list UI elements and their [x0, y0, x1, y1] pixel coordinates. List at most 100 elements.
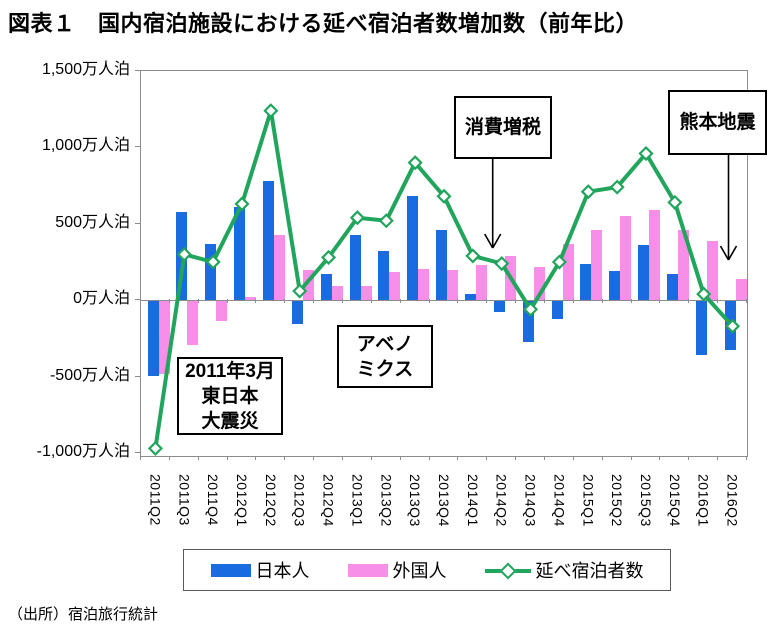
bar-foreigner-2013Q3: [418, 268, 430, 301]
x-axis-label: 2012Q2: [262, 474, 279, 527]
bar-japanese-2016Q1: [695, 301, 707, 355]
x-axis-label: 2012Q3: [291, 474, 308, 527]
x-axis-tick: [457, 456, 459, 460]
total-line-marker-2013Q2: [378, 213, 394, 229]
y-axis-tick: [135, 452, 140, 453]
annotation-line: 熊本地震: [679, 112, 756, 133]
x-axis-label: 2012Q4: [320, 474, 337, 527]
bar-foreigner-2015Q2: [620, 216, 632, 301]
bar-foreigner-2014Q1: [475, 265, 487, 301]
x-axis-tick: [370, 299, 372, 304]
x-axis-label: 2014Q1: [464, 474, 481, 527]
x-axis-label: 2011Q4: [205, 474, 222, 526]
annotation-line: アベノ: [356, 333, 414, 355]
zero-axis-line: [141, 300, 747, 301]
foreigner-swatch-icon: [347, 563, 388, 577]
annotation-line: 東日本: [201, 385, 259, 407]
x-axis-label: 2014Q3: [522, 474, 539, 527]
x-axis-tick: [746, 456, 747, 460]
x-axis-label: 2013Q4: [436, 474, 452, 527]
x-axis-label: 2015Q4: [666, 474, 683, 527]
x-axis-tick: [717, 299, 719, 304]
chart-title: 図表１ 国内宿泊施設における延べ宿泊者数増加数（前年比）: [8, 11, 639, 36]
x-axis-tick: [284, 456, 286, 460]
y-axis-tick: [135, 70, 140, 71]
x-axis-tick: [688, 299, 690, 304]
annotation-earthquake-2011: 2011年3月 東日本 大震災: [177, 357, 283, 435]
x-axis-tick: [284, 299, 286, 304]
annotation-kumamoto-earthquake: 熊本地震: [668, 90, 767, 155]
y-axis-label: 1,500万人泊: [41, 61, 130, 78]
total-line-marker-2013Q3: [407, 155, 423, 171]
bar-foreigner-2012Q4: [331, 286, 343, 301]
x-axis-tick: [342, 456, 343, 460]
total-line-marker-2011Q2: [147, 440, 163, 456]
x-axis-label: 2013Q3: [407, 474, 424, 527]
bar-japanese-2015Q1: [580, 263, 592, 301]
bar-japanese-2012Q2: [262, 181, 274, 301]
total-line-marker-2011Q4: [205, 254, 221, 270]
x-axis-tick: [601, 299, 603, 304]
x-axis-label: 2012Q1: [234, 474, 250, 527]
y-axis-label: 500万人泊: [55, 213, 130, 231]
total-line-marker-2014Q1: [465, 248, 481, 264]
legend-label-foreigner: 外国人: [392, 561, 447, 581]
y-axis-tick: [135, 375, 140, 377]
bar-japanese-2012Q3: [291, 301, 303, 325]
bar-foreigner-2012Q1: [245, 297, 257, 301]
x-axis-tick: [255, 456, 257, 460]
x-axis-label: 2011Q2: [147, 474, 164, 526]
bar-foreigner-2016Q1: [706, 240, 718, 301]
x-axis-tick: [486, 299, 488, 304]
bar-japanese-2014Q2: [493, 301, 505, 312]
legend-label-total: 延べ宿泊者数: [535, 561, 644, 581]
x-axis-tick: [746, 299, 747, 304]
x-axis-tick: [226, 456, 228, 460]
y-axis-tick: [135, 146, 140, 148]
x-axis-tick: [399, 299, 401, 304]
y-axis-label: 1,000万人泊: [41, 137, 130, 155]
bar-foreigner-2015Q3: [649, 210, 661, 301]
y-axis-tick: [135, 299, 140, 301]
x-axis-tick: [168, 299, 170, 304]
x-axis-tick: [197, 456, 199, 460]
x-axis-tick: [428, 299, 430, 304]
x-axis-label: 2016Q1: [695, 474, 712, 527]
total-line-marker-2014Q2: [494, 255, 510, 272]
x-axis-label: 2013Q2: [378, 474, 395, 527]
x-axis-tick: [659, 299, 661, 304]
total-line-sample-icon: [484, 562, 531, 579]
bar-japanese-2015Q4: [666, 274, 678, 301]
total-line-marker-2015Q3: [638, 145, 654, 162]
x-axis-label: 2011Q3: [176, 474, 193, 526]
y-axis-label: -500万人泊: [49, 366, 130, 384]
bar-japanese-2015Q3: [638, 245, 650, 301]
x-axis-tick: [688, 456, 690, 460]
total-line-marker-2012Q4: [321, 249, 337, 265]
x-axis-label: 2014Q4: [551, 474, 568, 527]
annotation-line: 大震災: [201, 410, 259, 432]
source-note: （出所）宿泊旅行統計: [8, 606, 159, 623]
x-axis-tick: [515, 456, 517, 460]
bar-japanese-2012Q1: [234, 207, 246, 301]
bar-japanese-2013Q2: [378, 251, 390, 301]
x-axis-tick: [140, 299, 141, 304]
x-axis-tick: [342, 299, 343, 304]
legend-label-japanese: 日本人: [255, 561, 310, 581]
x-axis-tick: [313, 299, 315, 304]
x-axis-tick: [140, 456, 141, 460]
x-axis-label: 2016Q2: [724, 474, 741, 527]
total-line-marker-2015Q2: [609, 179, 625, 195]
bar-foreigner-2011Q3: [187, 301, 199, 346]
total-line-layer: [147, 103, 741, 456]
y-axis-label: -1,000万人泊: [36, 443, 130, 460]
bar-japanese-2013Q4: [436, 229, 448, 301]
legend-item-total: 延べ宿泊者数: [484, 557, 644, 583]
x-axis-tick: [544, 456, 545, 460]
bar-japanese-2013Q3: [407, 196, 419, 301]
japanese-swatch-icon: [210, 563, 251, 577]
bar-japanese-2014Q4: [551, 301, 563, 320]
total-line-marker-2013Q1: [349, 210, 365, 226]
legend-item-japanese: 日本人: [210, 557, 310, 583]
total-line-marker-2012Q1: [234, 196, 250, 212]
